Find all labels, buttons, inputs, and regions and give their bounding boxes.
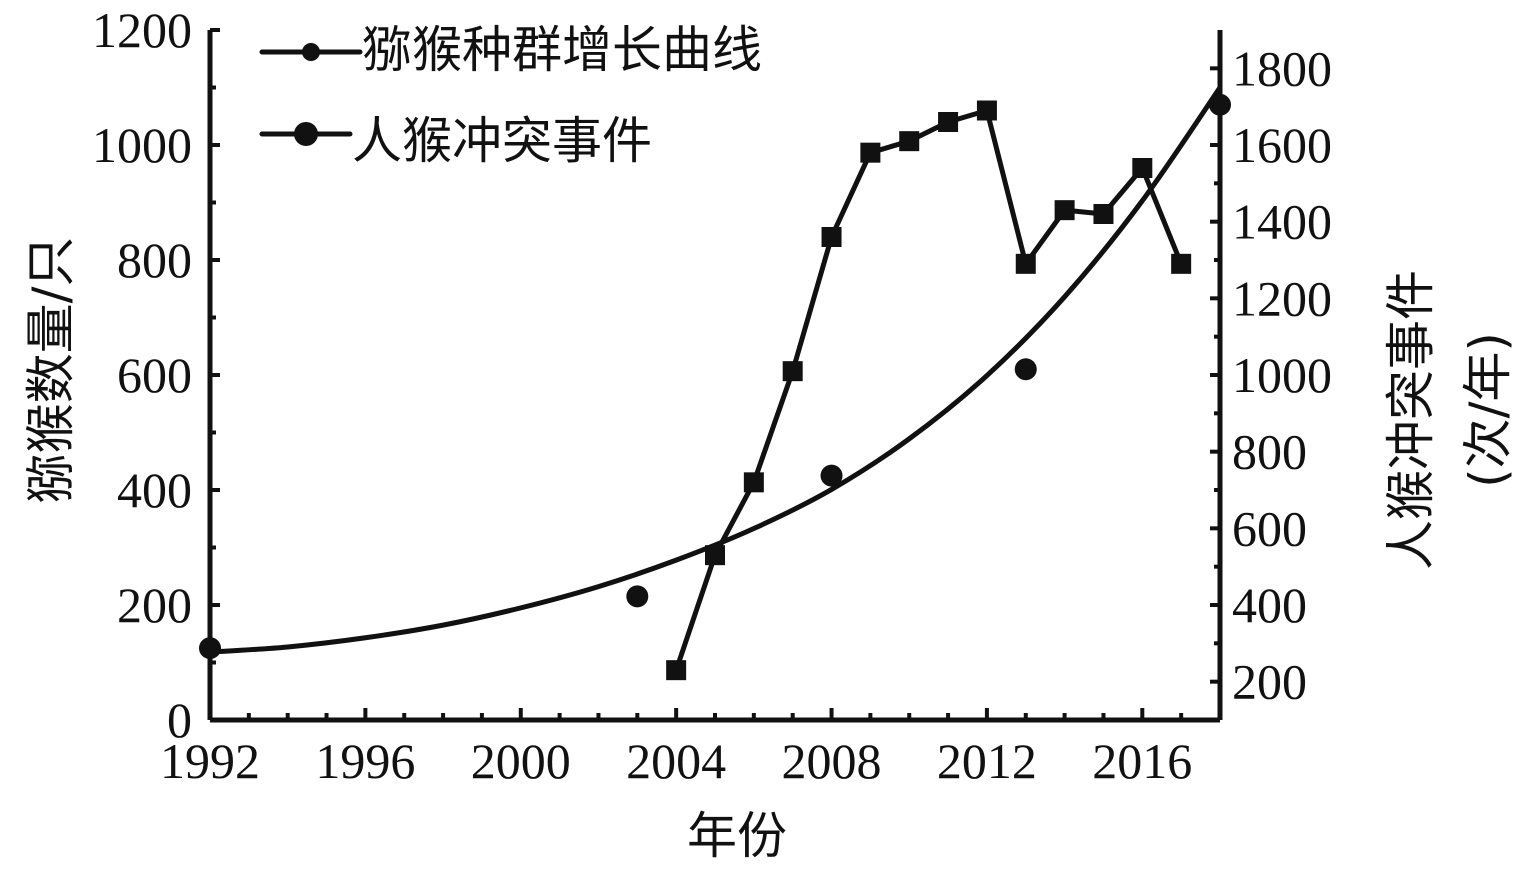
x-tick-label: 2004 <box>626 733 726 789</box>
y-left-tick-label: 1000 <box>92 117 192 173</box>
conflict-data-point <box>821 227 842 247</box>
legend-label-population: 猕猴种群增长曲线 <box>362 21 762 79</box>
population-data-point <box>199 637 221 660</box>
x-axis-title: 年份 <box>687 807 787 865</box>
population-data-point <box>626 585 649 608</box>
x-tick-label: 2012 <box>937 733 1037 789</box>
conflict-data-point <box>976 100 997 121</box>
population-growth-curve <box>207 85 1223 655</box>
conflict-data-point <box>1132 158 1153 178</box>
conflict-data-point <box>938 112 959 132</box>
conflict-data-point <box>1054 200 1075 221</box>
population-data-point <box>1209 93 1231 116</box>
y-axis-title-right-line2: (次/年) <box>1459 332 1517 488</box>
y-left-tick-label: 1200 <box>92 2 192 58</box>
y-left-tick-label: 400 <box>117 462 192 518</box>
y-axis-title-right-line1: 人猴冲突事件 <box>1382 270 1440 570</box>
conflict-data-point <box>666 660 687 681</box>
conflict-data-point <box>705 545 725 566</box>
conflict-data-point <box>782 361 803 382</box>
y-axis-title-left: 猕猴数量/只 <box>22 237 80 504</box>
legend-marker-conflict <box>294 122 318 146</box>
population-data-point <box>1014 358 1037 381</box>
y-right-tick-label: 800 <box>1232 424 1307 480</box>
y-right-tick-label: 200 <box>1232 654 1307 710</box>
y-right-tick-label: 1800 <box>1232 40 1332 96</box>
y-left-tick-label: 600 <box>117 347 192 403</box>
y-right-tick-label: 1000 <box>1232 347 1332 403</box>
x-tick-label: 2008 <box>782 733 882 789</box>
y-left-tick-label: 200 <box>117 577 192 633</box>
legend-marker-population <box>302 43 320 61</box>
y-right-tick-label: 1400 <box>1232 194 1332 250</box>
x-tick-label: 2016 <box>1092 733 1192 789</box>
ticks-layer: 0 200 400 600 800 1000 1200 200 400 600 800 1000 120… <box>92 2 1332 789</box>
y-right-tick-label: 600 <box>1232 500 1307 556</box>
population-data-point <box>820 464 843 487</box>
conflict-data-point <box>743 472 764 493</box>
legend: 猕猴种群增长曲线 人猴冲突事件 <box>259 21 762 170</box>
legend-label-conflict: 人猴冲突事件 <box>352 112 652 170</box>
conflict-data-point <box>1093 204 1114 224</box>
conflict-data-point <box>1171 253 1192 274</box>
conflict-events-line <box>673 108 1184 673</box>
x-tick-label: 1992 <box>160 733 260 789</box>
conflict-data-point <box>860 142 881 163</box>
series-layer <box>199 85 1231 681</box>
y-right-tick-label: 1200 <box>1232 270 1332 326</box>
x-tick-label: 1996 <box>315 733 415 789</box>
y-left-tick-label: 0 <box>167 692 192 748</box>
x-tick-label: 2000 <box>471 733 571 789</box>
conflict-data-point <box>899 131 920 152</box>
conflict-data-point <box>1015 253 1036 274</box>
y-right-tick-label: 400 <box>1232 577 1307 633</box>
y-right-tick-label: 1600 <box>1232 117 1332 173</box>
y-left-tick-label: 800 <box>117 232 192 288</box>
